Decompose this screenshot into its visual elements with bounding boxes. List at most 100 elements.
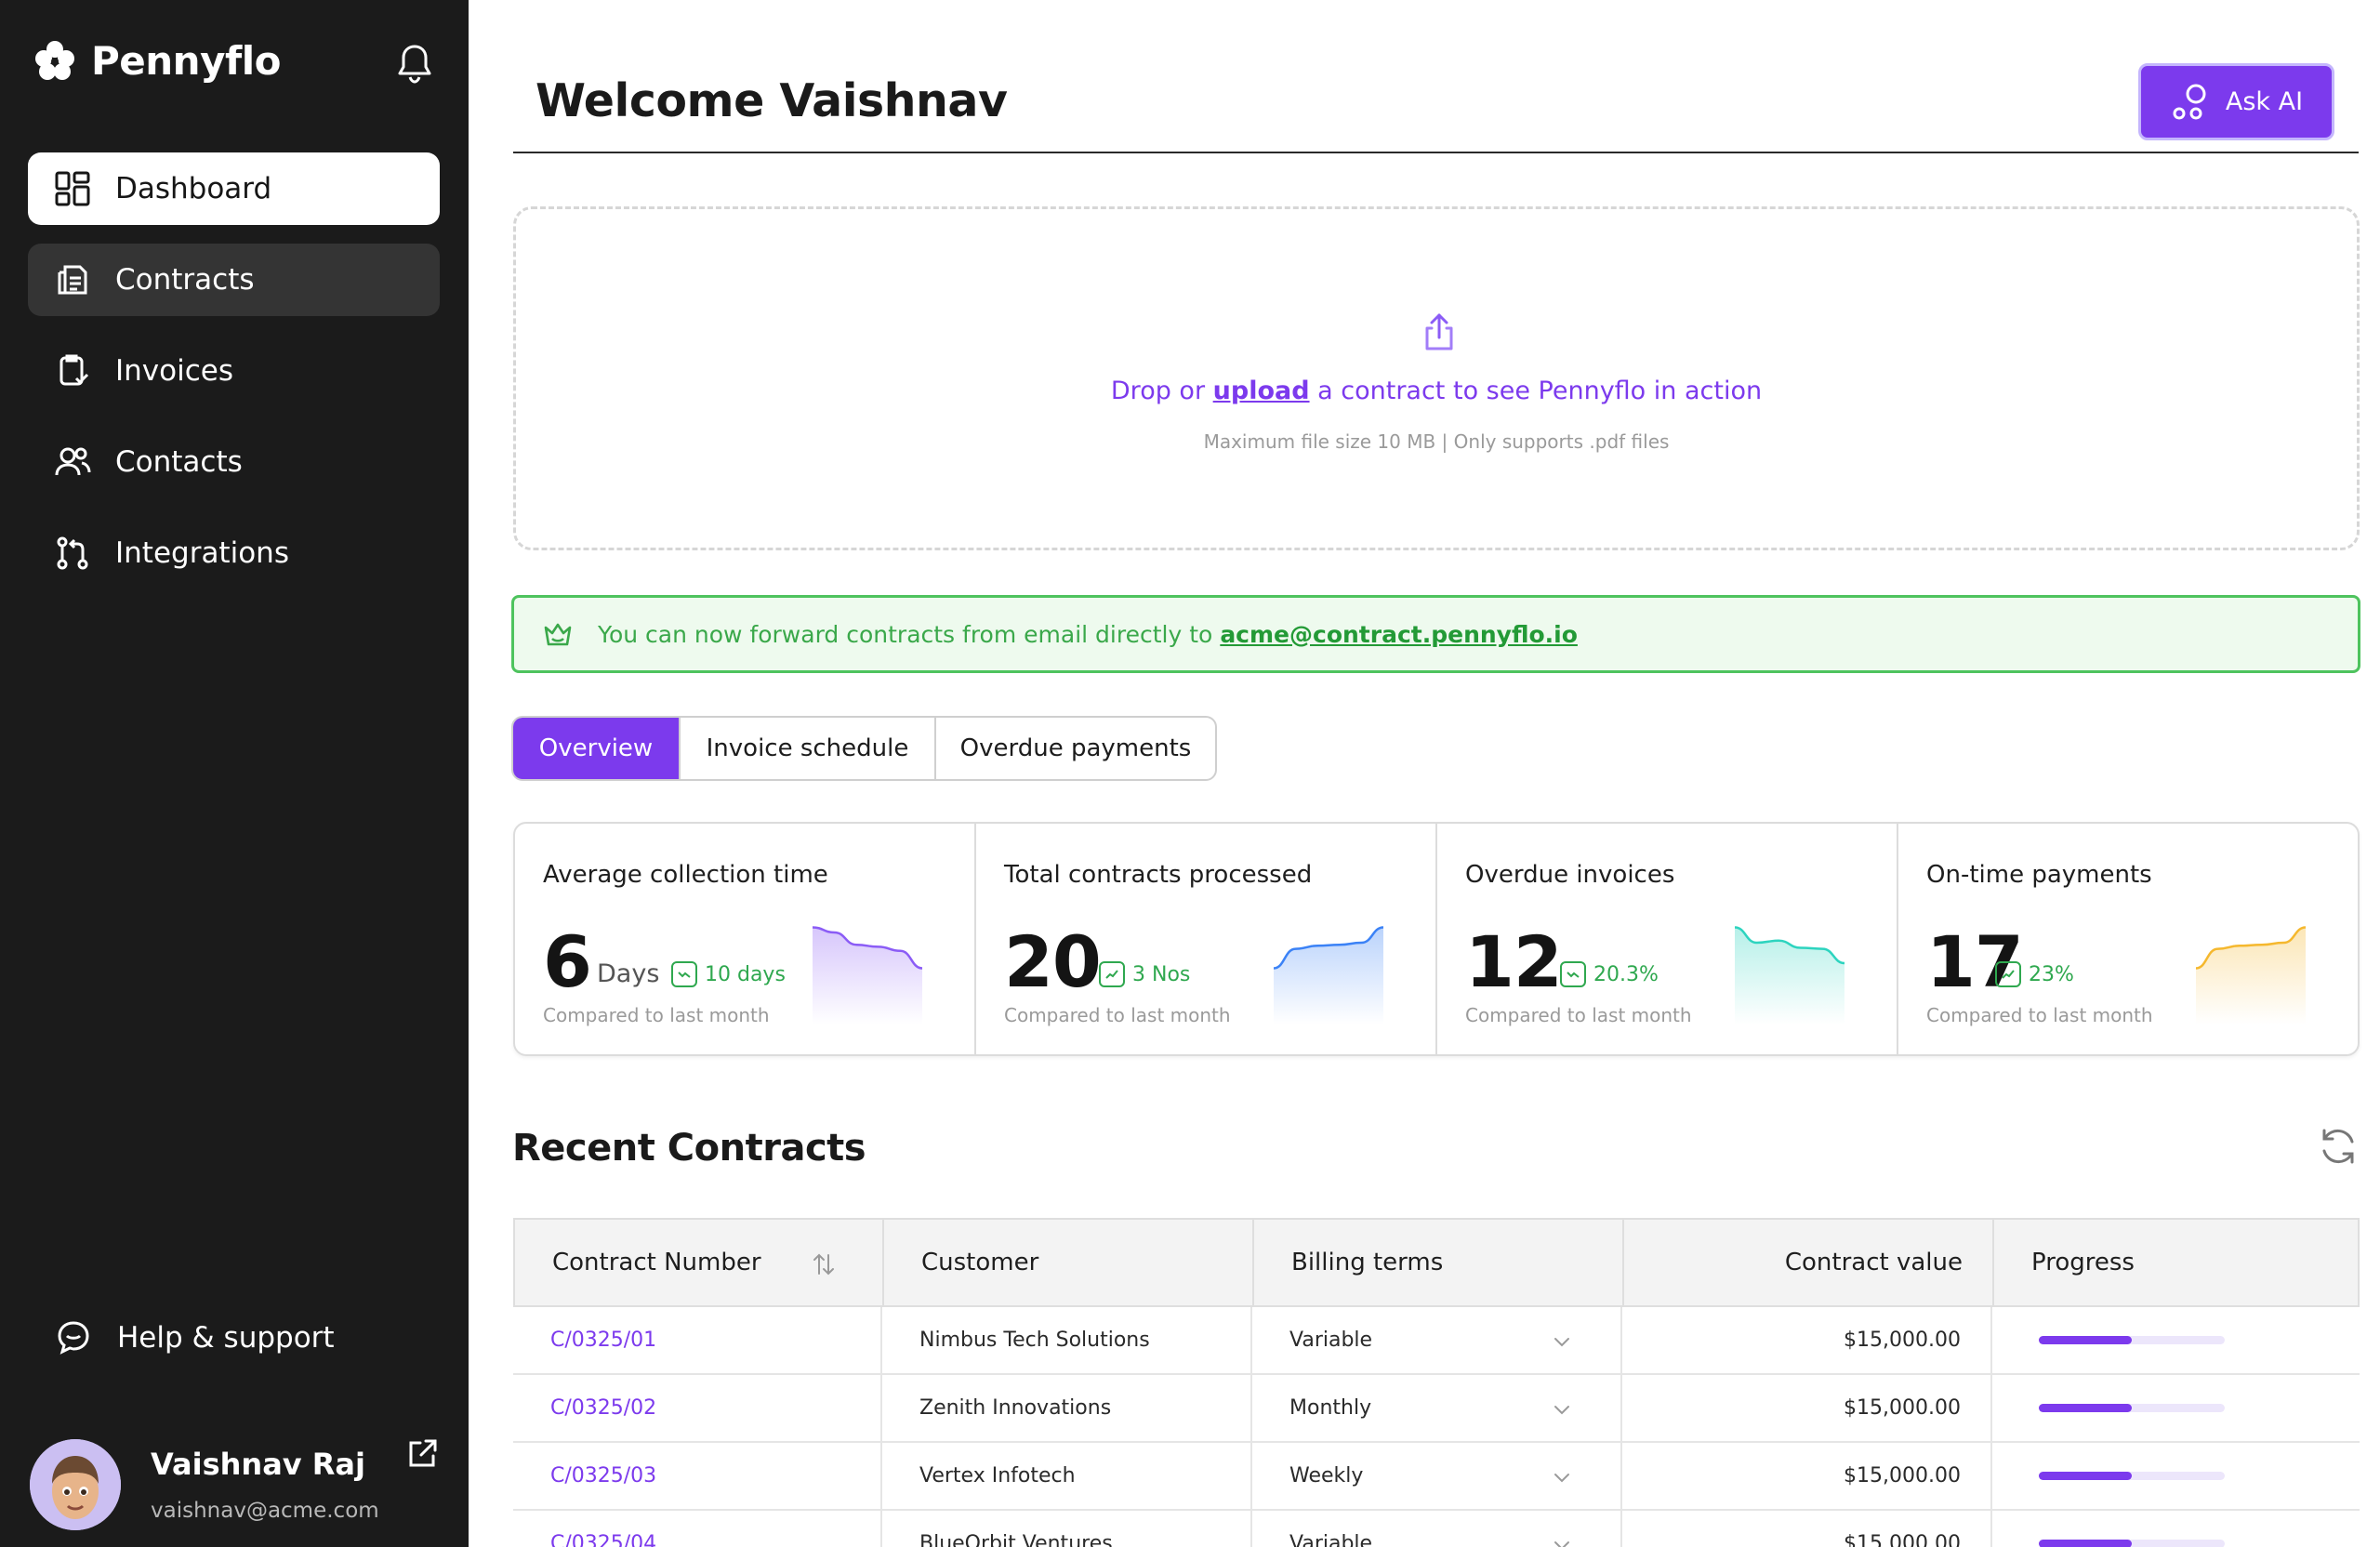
- stat-card-on-time-payments[interactable]: On-time payments 17 23% Compared to last…: [1898, 824, 2358, 1054]
- progress-bar-fill: [2039, 1404, 2132, 1412]
- billing-terms-select[interactable]: Variable: [1252, 1511, 1622, 1547]
- stat-trend: 20.3%: [1560, 961, 1659, 987]
- column-header-contract-number[interactable]: Contract Number: [515, 1220, 884, 1305]
- sidebar-item-label: Contacts: [115, 445, 243, 479]
- user-profile[interactable]: Vaishnav Raj vaishnav@acme.com: [30, 1439, 379, 1530]
- customer-cell: Vertex Infotech: [882, 1443, 1252, 1509]
- stat-value: 12: [1465, 920, 1563, 1003]
- brand-name: Pennyflo: [91, 37, 281, 84]
- table-row[interactable]: C/0325/03 Vertex Infotech Weekly $15,000.00: [513, 1443, 2360, 1511]
- main-content: Welcome Vaishnav Ask AI Drop or upload a…: [469, 0, 2380, 1547]
- brand[interactable]: Pennyflo: [32, 37, 281, 84]
- dashboard-tabs: Overview Invoice schedule Overdue paymen…: [511, 716, 1217, 781]
- stat-title: Overdue invoices: [1465, 861, 1675, 889]
- sidebar-item-invoices[interactable]: Invoices: [28, 335, 440, 407]
- sidebar-item-contacts[interactable]: Contacts: [28, 426, 440, 498]
- progress-cell: [1992, 1307, 2360, 1373]
- column-header-customer: Customer: [884, 1220, 1254, 1305]
- billing-terms-select[interactable]: Weekly: [1252, 1443, 1622, 1509]
- sparkline-line: [1735, 926, 1844, 965]
- contract-number-link[interactable]: C/0325/03: [513, 1443, 882, 1509]
- customer-cell: Nimbus Tech Solutions: [882, 1307, 1252, 1373]
- notification-bell-icon[interactable]: [394, 41, 435, 86]
- billing-terms-select[interactable]: Variable: [1252, 1307, 1622, 1373]
- contracts-icon: [58, 265, 87, 295]
- contract-value-cell: $15,000.00: [1622, 1443, 1992, 1509]
- banner-text: You can now forward contracts from email…: [598, 620, 1213, 648]
- progress-bar: [2039, 1472, 2225, 1480]
- chevron-down-icon: [1554, 1541, 1569, 1547]
- sparkline-chart: [813, 926, 922, 1025]
- progress-cell: [1992, 1511, 2360, 1547]
- stat-trend: 10 days: [671, 961, 786, 987]
- sidebar-item-label: Integrations: [115, 536, 289, 570]
- pennyflo-logo-icon: [35, 41, 74, 80]
- email-forward-banner: You can now forward contracts from email…: [511, 595, 2360, 673]
- contract-number-link[interactable]: C/0325/04: [513, 1511, 882, 1547]
- tab-invoice-schedule[interactable]: Invoice schedule: [681, 718, 936, 779]
- contract-number-link[interactable]: C/0325/01: [513, 1307, 882, 1373]
- sparkline-chart: [1274, 926, 1383, 1025]
- customer-cell: BlueOrbit Ventures: [882, 1511, 1252, 1547]
- table-header: Contract Number Customer Billing terms C…: [513, 1218, 2360, 1307]
- external-link-icon[interactable]: [405, 1437, 439, 1471]
- upload-dropzone[interactable]: Drop or upload a contract to see Pennyfl…: [513, 206, 2360, 550]
- table-row[interactable]: C/0325/02 Zenith Innovations Monthly $15,00…: [513, 1375, 2360, 1443]
- sparkline-line: [813, 926, 922, 970]
- sidebar-item-label: Invoices: [115, 354, 233, 388]
- sidebar-item-label: Dashboard: [115, 172, 272, 205]
- sort-icon[interactable]: [812, 1251, 836, 1277]
- table-row[interactable]: C/0325/04 BlueOrbit Ventures Variable $15,0…: [513, 1511, 2360, 1547]
- upload-link[interactable]: upload: [1212, 377, 1310, 405]
- stat-value: 6: [543, 920, 592, 1003]
- trend-icon: [1995, 961, 2021, 987]
- avatar: [30, 1439, 121, 1530]
- stat-card-total-contracts[interactable]: Total contracts processed 20 3 Nos Compa…: [976, 824, 1437, 1054]
- billing-terms-select[interactable]: Monthly: [1252, 1375, 1622, 1441]
- upload-icon: [1425, 313, 1453, 350]
- stat-compare: Compared to last month: [543, 1004, 770, 1026]
- stats-panel: Average collection time 6 Days 10 days C…: [513, 822, 2360, 1056]
- sidebar-item-contracts[interactable]: Contracts: [28, 244, 440, 316]
- crown-basket-icon: [544, 623, 572, 646]
- table-body: C/0325/01 Nimbus Tech Solutions Variable $1…: [513, 1307, 2360, 1547]
- column-header-contract-value: Contract value: [1624, 1220, 1994, 1305]
- stat-trend-value: 23%: [2029, 962, 2074, 986]
- ask-ai-button[interactable]: Ask AI: [2138, 63, 2334, 140]
- stat-card-overdue-invoices[interactable]: Overdue invoices 12 20.3% Compared to la…: [1437, 824, 1898, 1054]
- customer-cell: Zenith Innovations: [882, 1375, 1252, 1441]
- stat-value: 20: [1004, 920, 1102, 1003]
- table-row[interactable]: C/0325/01 Nimbus Tech Solutions Variable $1…: [513, 1307, 2360, 1375]
- progress-bar: [2039, 1336, 2225, 1344]
- recent-contracts-title: Recent Contracts: [512, 1127, 866, 1170]
- sparkline-chart: [2196, 926, 2306, 1025]
- progress-bar-fill: [2039, 1472, 2132, 1480]
- recent-contracts-table: Contract Number Customer Billing terms C…: [513, 1218, 2360, 1547]
- sidebar-item-integrations[interactable]: Integrations: [28, 517, 440, 589]
- column-header-billing-terms: Billing terms: [1254, 1220, 1624, 1305]
- progress-bar-fill: [2039, 1336, 2132, 1344]
- billing-terms-value: Weekly: [1289, 1464, 1364, 1488]
- tab-overview[interactable]: Overview: [513, 718, 681, 779]
- upload-constraints: Maximum file size 10 MB | Only supports …: [1203, 430, 1670, 453]
- sparkline-area: [1274, 927, 1383, 1025]
- integrations-icon: [57, 536, 88, 570]
- sparkline-area: [2196, 927, 2306, 1025]
- stat-trend-value: 20.3%: [1593, 962, 1659, 986]
- contract-number-link[interactable]: C/0325/02: [513, 1375, 882, 1441]
- stat-compare: Compared to last month: [1465, 1004, 1692, 1026]
- stat-card-average-collection-time[interactable]: Average collection time 6 Days 10 days C…: [515, 824, 976, 1054]
- ask-ai-label: Ask AI: [2225, 87, 2304, 116]
- sparkline-line: [1274, 926, 1383, 970]
- banner-email-link[interactable]: acme@contract.pennyflo.io: [1220, 620, 1578, 648]
- stat-title: Total contracts processed: [1004, 861, 1313, 889]
- tab-overdue-payments[interactable]: Overdue payments: [959, 734, 1192, 762]
- header-divider: [513, 152, 2359, 153]
- sidebar-item-help-support[interactable]: Help & support: [28, 1302, 440, 1374]
- page-title: Welcome Vaishnav: [536, 74, 1008, 127]
- trend-icon: [1099, 961, 1125, 987]
- sparkline-chart: [1735, 926, 1844, 1025]
- progress-cell: [1992, 1443, 2360, 1509]
- sidebar-item-dashboard[interactable]: Dashboard: [28, 152, 440, 225]
- refresh-icon[interactable]: [2317, 1125, 2360, 1168]
